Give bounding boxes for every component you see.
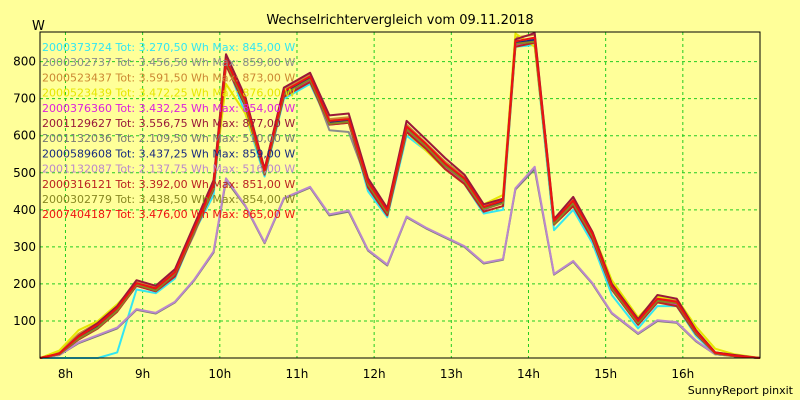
x-tick-label: 10h bbox=[208, 367, 231, 381]
y-tick-label: 500 bbox=[13, 166, 36, 180]
axes: 100 200 300 400 500 600 700 800 8h 9h 10h 11h 12h 13h… bbox=[13, 55, 694, 381]
series-line bbox=[39, 165, 761, 359]
legend-entry: 2000589608 Tot: 3.437,25 Wh Max: 859,00 … bbox=[42, 147, 295, 160]
x-tick-label: 16h bbox=[671, 367, 694, 381]
legend-entry: 2000302779 Tot: 3.438,50 Wh Max: 854,00 … bbox=[42, 193, 295, 206]
x-tick-label: 15h bbox=[594, 367, 617, 381]
legend-entry: 2007404187 Tot: 3.476,00 Wh Max: 865,00 … bbox=[42, 208, 295, 221]
legend-entry: 2000523439 Tot: 3.472,25 Wh Max: 876,00 … bbox=[42, 87, 295, 100]
legend-entry: 2000376360 Tot: 3.432,25 Wh Max: 854,00 … bbox=[42, 102, 295, 115]
series-lines bbox=[39, 32, 761, 359]
chart-title: Wechselrichtervergleich vom 09.11.2018 bbox=[266, 13, 533, 28]
series-line bbox=[39, 36, 761, 359]
plot-frame bbox=[39, 31, 761, 359]
y-tick-label: 200 bbox=[13, 277, 36, 291]
y-tick-label: 700 bbox=[13, 92, 36, 106]
x-tick-label: 14h bbox=[517, 367, 540, 381]
y-tick-label: 800 bbox=[13, 55, 36, 69]
y-axis-unit: W bbox=[32, 19, 45, 34]
legend-entry: 2000316121 Tot: 3.392,00 Wh Max: 851,00 … bbox=[42, 178, 295, 191]
y-tick-label: 400 bbox=[13, 203, 36, 217]
x-tick-label: 13h bbox=[440, 367, 463, 381]
legend: 2000373724 Tot: 3.270,50 Wh Max: 845,00 … bbox=[42, 41, 295, 221]
legend-entry: 2001129627 Tot: 3.556,75 Wh Max: 877,00 … bbox=[42, 117, 295, 130]
x-tick-label: 9h bbox=[135, 367, 150, 381]
x-tick-label: 11h bbox=[286, 367, 309, 381]
legend-entry: 2000302737 Tot: 3.456,50 Wh Max: 859,00 … bbox=[42, 56, 295, 69]
legend-entry: 2001132036 Tot: 2.109,50 Wh Max: 510,00 … bbox=[42, 132, 295, 145]
y-tick-label: 600 bbox=[13, 129, 36, 143]
legend-entry: 2000523437 Tot: 3.591,50 Wh Max: 873,00 … bbox=[42, 71, 295, 84]
legend-entry: 2000373724 Tot: 3.270,50 Wh Max: 845,00 … bbox=[42, 41, 295, 54]
y-tick-label: 300 bbox=[13, 240, 36, 254]
footer-credit: SunnyReport pinxit bbox=[688, 384, 794, 397]
x-tick-label: 8h bbox=[58, 367, 73, 381]
legend-entry: 2001132087 Tot: 2.137,75 Wh Max: 516,00 … bbox=[42, 163, 295, 176]
y-tick-label: 100 bbox=[13, 314, 36, 328]
x-tick-label: 12h bbox=[363, 367, 386, 381]
